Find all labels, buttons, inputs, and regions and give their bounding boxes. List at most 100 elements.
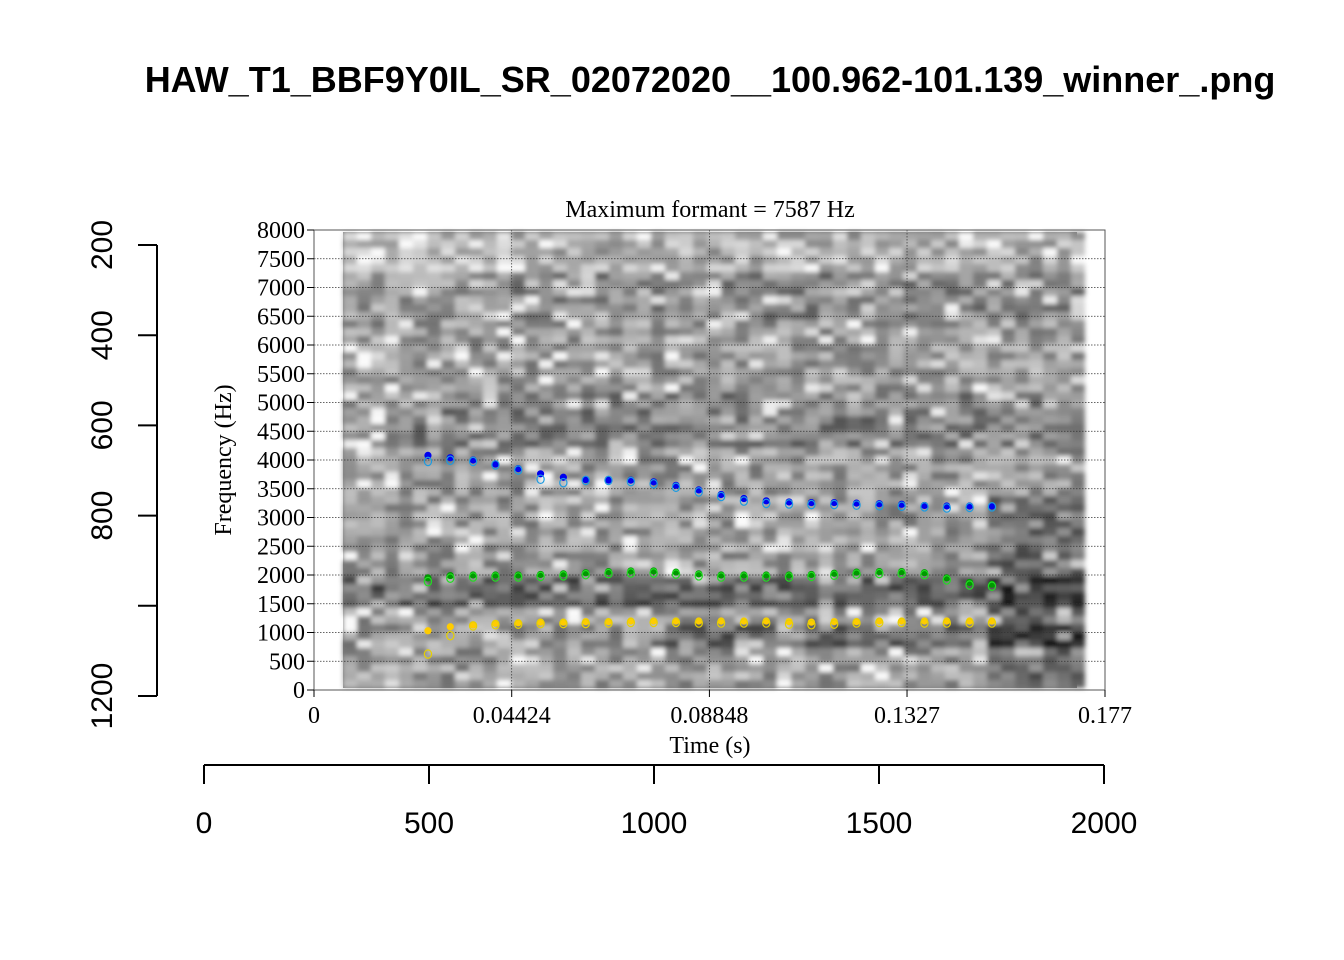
x-tick-label: 0 [308,703,320,729]
formant-point-f1-alt [987,618,997,628]
formant-point-f1-alt [852,618,861,628]
formant-point-f1-alt [536,618,545,629]
formant-point-f2-alt [942,575,952,585]
outer-bottom-tick-label: 0 [196,807,213,840]
formant-point-f1-alt [965,618,974,628]
formant-point-f1-alt [626,617,636,628]
formant-points [423,451,997,659]
outer-left-tick-label: 600 [86,400,119,450]
formant-point-f1-alt [762,618,771,628]
formant-point-f3-alt [468,456,478,467]
formant-point-f1-alt [446,630,455,641]
formant-point-f3-alt [423,456,433,467]
formant-point-f3-alt [897,501,906,512]
formant-point-f1-alt [694,618,703,628]
formant-point-f1-alt [649,617,658,628]
formant-point-f3-alt [716,491,726,502]
y-tick-label: 1000 [257,621,305,647]
formant-point-f2-alt [649,568,658,578]
outer-bottom-tick-label: 1500 [846,807,913,840]
formant-point-f3-alt [739,496,749,506]
formant-point-f3-alt [852,500,861,510]
y-tick-label: 5500 [257,362,305,388]
outer-left-tick-label: 400 [86,310,119,360]
x-tick-label: 0.1327 [874,703,940,729]
formant-point-f1-alt [897,617,906,628]
formant-point-f1-alt [920,618,929,628]
formant-point-f1-alt [942,618,952,628]
formant-point-f3-alt [762,498,771,509]
formant-point-f2-alt [965,580,974,590]
formant-point-f2-alt [491,572,500,582]
formant-point-f3-alt [559,477,568,488]
formant-point-f2-alt [987,581,997,591]
formant-point-f3-alt [536,474,545,485]
y-tick-label: 3000 [257,506,305,532]
outer-bottom-axis: 0 500 1000 1500 2000 [196,764,1138,840]
formant-point-f1-alt [671,617,681,628]
formant-point-f3 [424,451,432,459]
formant-point-f1-alt [514,619,523,629]
formant-point-f3-alt [965,502,974,513]
outer-bottom-tick-label: 2000 [1071,807,1138,840]
formant-point-f2-alt [559,571,568,581]
y-tick-label: 7500 [257,247,305,273]
y-axis: 0500100015002000250030003500400045005000… [257,218,314,704]
formant-point-f1-alt [559,618,568,629]
y-tick-label: 6000 [257,333,305,359]
y-tick-label: 2000 [257,563,305,589]
formant-point-f1-alt [716,618,726,628]
y-tick-label: 4000 [257,448,305,474]
formant-point-f3-alt [920,502,929,512]
formant-point-f1-alt [807,619,816,630]
x-axis: 0 0.04424 0.08848 0.1327 0.177 [308,690,1132,729]
formant-point-f2-alt [875,568,884,579]
formant-point-f3-alt [581,475,590,486]
spectrogram [343,232,1085,688]
formant-point-f1-alt [829,619,839,629]
formant-point-f3-alt [604,475,613,486]
formant-point-f1 [424,627,432,635]
outer-left-tick-label: 1200 [86,663,119,730]
formant-point-f2-alt [514,572,523,582]
outer-bottom-tick-label: 1000 [621,807,688,840]
chart-subtitle: Maximum formant = 7587 Hz [565,197,855,223]
outer-left-tick-label: 800 [86,491,119,541]
y-tick-label: 8000 [257,218,305,244]
formant-point-f2-alt [897,568,906,579]
outer-left-axis: 200 400 600 800 1200 [86,220,158,730]
formant-point-f1-alt [739,618,749,628]
outer-bottom-tick-label: 500 [404,807,454,840]
formant-point-f3-alt [649,479,658,489]
formant-point-f3-alt [784,499,794,509]
formant-point-f2-alt [762,572,771,582]
y-tick-label: 7000 [257,276,305,302]
formant-point-f3 [604,476,613,484]
x-axis-label: Time (s) [669,733,750,759]
formant-point-f2-alt [581,569,590,580]
formant-point-f2-alt [920,569,929,580]
formant-point-f3-alt [875,500,884,511]
y-tick-label: 3500 [257,477,305,503]
formant-point-f3-alt [942,503,952,513]
formant-point-f2-alt [536,571,545,582]
formant-point-f2-alt [784,572,794,582]
formant-point-f2-alt [626,568,636,578]
y-tick-label: 4500 [257,419,305,445]
formant-point-f2-alt [807,571,816,582]
y-tick-label: 5000 [257,391,305,417]
formant-point-f2-alt [852,569,861,579]
formant-point-f1-alt [491,619,500,630]
formant-point-f3-alt [987,502,997,512]
y-tick-label: 1500 [257,592,305,618]
formant-point-f3-alt [829,499,839,510]
formant-point-f3-alt [514,465,523,475]
formant-point-f3-alt [446,455,455,466]
y-tick-label: 2500 [257,534,305,560]
formant-point-f1 [446,623,454,631]
x-tick-label: 0.08848 [670,703,748,729]
formant-point-f3-alt [491,460,500,470]
outer-left-tick-label: 200 [86,220,119,270]
formant-point-f2-alt [739,572,749,582]
